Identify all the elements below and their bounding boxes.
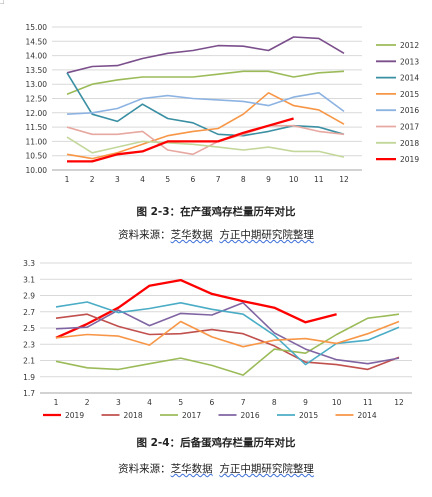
x-tick-label: 11 [314,175,324,184]
series-line-2014 [66,72,345,137]
y-tick-label: 10.00 [26,166,48,175]
x-tick-label: 4 [140,175,145,184]
series-line-2016 [55,301,400,365]
series-line-2012 [66,70,345,95]
legend-label: 2017 [400,123,419,132]
y-tick-label: 2.7 [23,308,35,317]
source-provider: 芝华数据 [170,463,213,475]
chart-1-canvas: 10.00 10.50 11.00 11.50 12.00 12.50 13.00 13.50… [26,23,420,184]
series-line-2018 [55,313,400,371]
series-line-2015 [66,92,345,160]
x-tick-label: 10 [332,398,342,407]
legend-label: 2014 [358,411,377,420]
series-line-2014 [55,320,400,348]
source-provider: 芝华数据 [170,229,213,241]
source-compiler: 方正中期研究院整理 [219,463,314,475]
x-tick-label: 4 [147,398,152,407]
source-prefix: 资料来源： [118,229,171,241]
legend-label: 2018 [400,139,419,148]
y-tick-label: 13.50 [26,66,48,75]
x-tick-label: 12 [394,398,404,407]
legend-label: 2015 [400,90,419,99]
y-tick-label: 12.50 [26,95,48,104]
legend: 2019 2018 2017 2016 2015 2014 [43,411,377,420]
legend-label: 2018 [124,411,143,420]
source-prefix: 资料来源： [118,463,171,475]
x-tick-label: 2 [85,398,90,407]
legend: 2012 2013 2014 2015 2016 2017 2018 2019 [376,41,419,164]
figure-caption-2: 图 2-4：后备蛋鸡存栏量历年对比 [136,437,296,449]
y-tick-label: 11.00 [26,137,48,146]
x-tick-label: 7 [216,175,221,184]
y-tick-label: 1.7 [23,389,35,398]
x-tick-label: 10 [289,175,299,184]
x-tick-label: 8 [241,175,246,184]
x-tick-label: 6 [210,398,215,407]
source-note-1: 资料来源：芝华数据 方正中期研究院整理 [0,227,432,242]
reserve-hen-inventory-chart: 1.7 1.9 2.1 2.3 2.5 2.7 2.9 3.1 3.3 1 2 3 4 5 6 7 8 9 10 11… [0,252,432,425]
x-tick-label: 3 [116,398,121,407]
y-tick-label: 11.50 [26,123,48,132]
legend-label: 2016 [400,106,419,115]
series-line-2019 [67,117,294,163]
figure-caption-1: 图 2-3：在产蛋鸡存栏量历年对比 [136,206,296,218]
y-tick-label: 12.00 [26,109,48,118]
legend-label: 2013 [400,57,419,66]
legend-label: 2012 [400,41,419,50]
y-tick-label: 13.00 [26,80,48,89]
y-tick-label: 2.5 [23,324,35,333]
legend-label: 2014 [400,74,419,83]
x-tick-label: 9 [266,175,271,184]
x-tick-label: 5 [178,398,183,407]
y-tick-label: 2.1 [23,357,35,366]
x-tick-label: 11 [363,398,373,407]
legend-label: 2016 [241,411,260,420]
y-tick-label: 15.00 [26,23,48,32]
series-line-2017 [55,313,400,376]
series-line-2018 [66,136,345,158]
y-tick-label: 3.1 [23,275,35,284]
series-line-2015 [55,301,400,366]
source-compiler: 方正中期研究院整理 [219,229,314,241]
y-tick-label: 14.00 [26,52,48,61]
x-tick-label: 9 [303,398,308,407]
x-tick-label: 1 [65,175,70,184]
legend-label: 2019 [400,155,419,164]
legend-label: 2017 [182,411,201,420]
series-line-2019 [55,278,337,339]
y-tick-label: 14.50 [26,37,48,46]
x-tick-label: 8 [272,398,277,407]
x-tick-label: 5 [165,175,170,184]
y-tick-label: 1.9 [23,373,35,382]
x-tick-label: 1 [54,398,59,407]
x-tick-label: 7 [241,398,246,407]
y-tick-label: 10.50 [26,152,48,161]
x-tick-label: 2 [90,175,95,184]
series-line-2016 [66,92,345,115]
x-tick-label: 6 [191,175,196,184]
chart-2-canvas: 1.71.92.12.32.52.72.93.13.31 2 3 4 5 6 7 8 9 10 11… [23,259,412,420]
series-line-2017 [66,124,345,156]
y-tick-label: 3.3 [23,259,35,268]
x-tick-label: 3 [115,175,120,184]
legend-label: 2019 [65,411,84,420]
x-tick-label: 12 [339,175,349,184]
y-tick-label: 2.9 [23,292,35,301]
legend-label: 2015 [299,411,318,420]
source-note-2: 资料来源：芝华数据 方正中期研究院整理 [0,461,432,476]
y-tick-label: 2.3 [23,340,35,349]
layer-hen-inventory-chart: 10.00 10.50 11.00 11.50 12.00 12.50 13.00 13.50… [0,0,432,200]
series-line-2013 [66,36,345,74]
